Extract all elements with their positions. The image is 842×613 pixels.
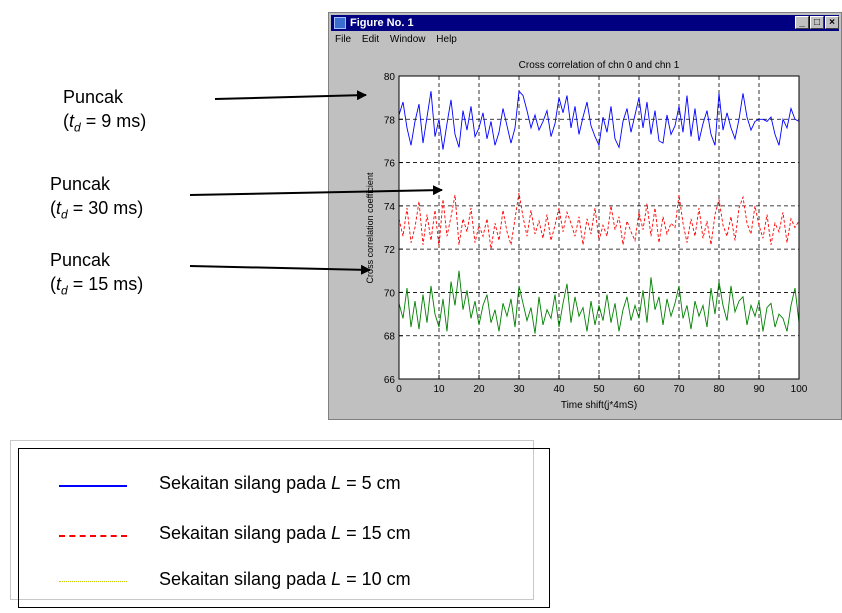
legend-swatch-dashed: [59, 535, 127, 537]
y-tick-label: 74: [384, 202, 396, 213]
y-tick-label: 72: [384, 245, 396, 256]
menu-window[interactable]: Window: [389, 34, 426, 45]
legend-label: Sekaitan silang pada L = 10 cm: [159, 569, 411, 589]
window-controls: _ □ ×: [794, 16, 839, 32]
x-tick-label: 50: [593, 384, 605, 395]
menu-edit[interactable]: Edit: [361, 34, 380, 45]
chart-title: Cross correlation of chn 0 and chn 1: [519, 60, 680, 71]
plot-area: Cross correlation of chn 0 and chn 1 0 10…: [365, 60, 808, 411]
x-tick-label: 60: [633, 384, 645, 395]
annotation-label: Puncak: [50, 174, 111, 194]
y-tick-label: 80: [384, 72, 396, 83]
maximize-button[interactable]: □: [810, 16, 824, 29]
annotation-label: Puncak: [63, 87, 124, 107]
close-button[interactable]: ×: [825, 16, 839, 29]
x-tick-label: 90: [753, 384, 765, 395]
series-line-1: [398, 192, 800, 250]
x-tick-label: 30: [513, 384, 525, 395]
series-line-0: [398, 90, 800, 150]
title-bar[interactable]: Figure No. 1 _ □ ×: [331, 15, 839, 31]
menu-file[interactable]: File: [335, 34, 352, 45]
window-title: Figure No. 1: [350, 17, 414, 29]
x-tick-label: 10: [433, 384, 445, 395]
y-tick-label: 66: [384, 375, 396, 386]
annotation-peak-9ms: Puncak (td = 9 ms): [63, 85, 146, 140]
legend-label: Sekaitan silang pada L = 15 cm: [159, 523, 411, 543]
axes-frame: [398, 75, 800, 380]
series-line-2: [398, 270, 800, 334]
menu-bar: File Edit Window Help: [331, 32, 839, 48]
x-tick-label: 20: [473, 384, 485, 395]
y-tick-label: 78: [384, 115, 396, 126]
annotation-peak-15ms: Puncak (td = 15 ms): [50, 248, 143, 303]
x-tick-label: 70: [673, 384, 685, 395]
menu-help[interactable]: Help: [436, 34, 457, 45]
x-tick-label: 80: [713, 384, 725, 395]
x-tick-label: 0: [396, 384, 402, 395]
series-group: [398, 90, 800, 334]
y-tick-label: 68: [384, 332, 396, 343]
legend-label: Sekaitan silang pada L = 5 cm: [159, 473, 401, 493]
annotation-peak-30ms: Puncak (td = 30 ms): [50, 172, 143, 227]
legend-swatch-solid: [59, 485, 127, 487]
annotation-detail: (td = 9 ms): [63, 111, 147, 135]
annotation-label: Puncak: [50, 250, 111, 270]
legend-swatch-dotted: [59, 581, 127, 582]
legend: Sekaitan silang pada L = 5 cm Sekaitan s…: [18, 448, 550, 608]
annotation-detail: (td = 15 ms): [50, 274, 144, 298]
annotation-detail: (td = 30 ms): [50, 198, 144, 222]
figure-window: Figure No. 1 _ □ × File Edit Window Help C…: [328, 12, 842, 420]
legend-shadow-frame: [10, 440, 534, 600]
minimize-button[interactable]: _: [795, 16, 809, 29]
x-tick-label: 40: [553, 384, 565, 395]
x-tick-label: 100: [791, 384, 808, 395]
figure-app-icon: [334, 17, 346, 29]
y-tick-label: 76: [384, 159, 396, 170]
axis-ticks: 0 10 20 30 40 50 60 70 80 90 100 66 68 70 72 74 76 78 80: [384, 72, 808, 395]
y-tick-label: 70: [384, 288, 396, 299]
x-axis-label: Time shift(j*4mS): [561, 400, 637, 411]
y-axis-label: Cross correlation coefficient: [365, 172, 375, 283]
